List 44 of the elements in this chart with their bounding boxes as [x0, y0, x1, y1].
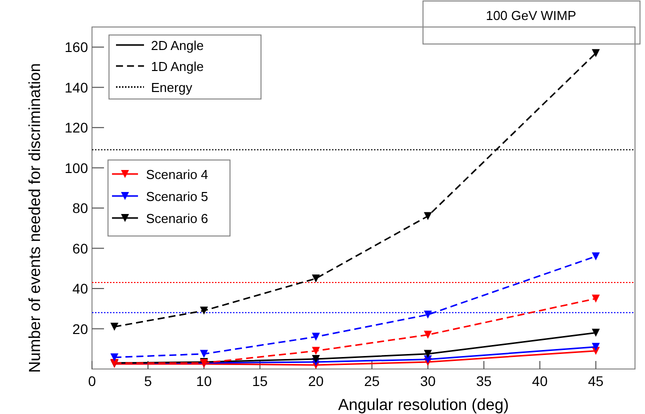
point — [592, 49, 600, 58]
annotation: Energy — [151, 80, 193, 95]
point — [110, 322, 118, 331]
point — [200, 306, 208, 315]
point — [424, 310, 432, 319]
x-tick-label: 20 — [308, 373, 324, 389]
x-tick-label: 35 — [476, 373, 492, 389]
annotation: 1D Angle — [151, 59, 204, 74]
x-tick-label: 45 — [588, 373, 604, 389]
point — [424, 350, 432, 358]
point — [424, 212, 432, 220]
y-tick-label: 160 — [64, 39, 88, 56]
point — [312, 346, 320, 355]
chart-title: 100 GeV WIMP — [486, 8, 576, 23]
point — [312, 332, 320, 341]
point — [200, 350, 208, 358]
legend-label: Scenario 5 — [146, 189, 208, 204]
y-tick-label: 40 — [72, 280, 88, 297]
x-tick-label: 40 — [532, 373, 548, 389]
y-tick-label: 140 — [64, 79, 88, 96]
y-tick-label: 80 — [72, 200, 88, 216]
x-tick-label: 30 — [420, 373, 436, 389]
y-axis-title: Number of events needed for discrimination — [27, 63, 44, 373]
point — [592, 294, 600, 303]
x-tick-label: 25 — [364, 373, 380, 389]
annotation: 2D Angle — [151, 38, 204, 53]
x-tick-label: 10 — [196, 373, 212, 389]
x-tick-label: 0 — [88, 373, 96, 389]
y-tick-label: 100 — [64, 160, 88, 176]
x-axis-title: Angular resolution (deg) — [338, 397, 509, 414]
point — [592, 342, 600, 351]
point — [312, 354, 320, 363]
x-tick-label: 15 — [252, 373, 268, 389]
point — [592, 328, 600, 337]
point — [312, 274, 320, 282]
y-tick-label: 60 — [72, 240, 88, 256]
y-tick-label: 20 — [72, 320, 88, 337]
point — [592, 252, 600, 260]
legend-label: Scenario 6 — [146, 211, 208, 226]
point — [424, 330, 432, 339]
y-tick-label: 120 — [64, 120, 88, 136]
legend-label: Scenario 4 — [146, 167, 208, 182]
point — [110, 353, 118, 362]
x-tick-label: 5 — [144, 373, 152, 389]
